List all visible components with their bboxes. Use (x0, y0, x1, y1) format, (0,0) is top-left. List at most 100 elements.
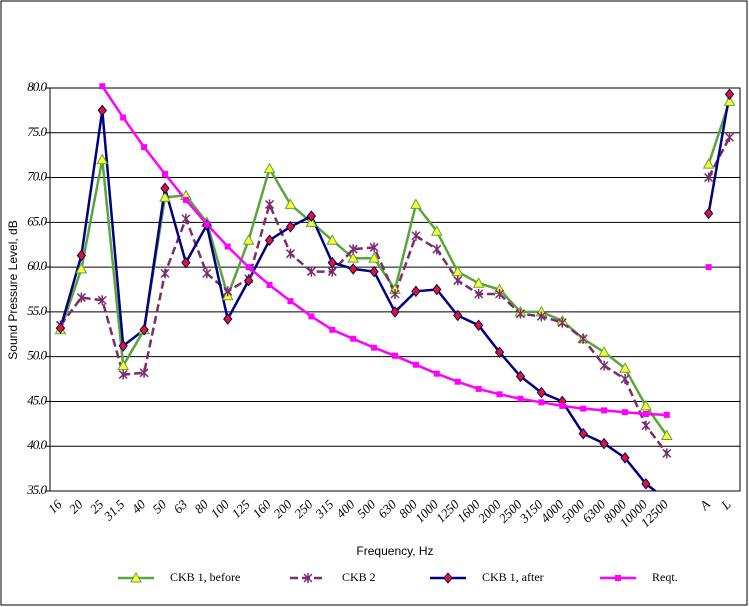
series-line (59, 94, 731, 491)
data-point (285, 221, 296, 233)
data-point (622, 409, 628, 416)
data-point (494, 346, 505, 358)
data-point (578, 427, 588, 440)
data-point (350, 335, 357, 342)
data-point (724, 88, 735, 101)
data-point (640, 399, 652, 411)
data-point (641, 478, 651, 490)
data-point (412, 361, 419, 368)
data-point (139, 323, 149, 336)
legend-marker (303, 573, 313, 583)
legend-label: CKB 1, after (482, 570, 544, 584)
data-point (702, 158, 715, 169)
series-layer (54, 83, 736, 491)
data-point (306, 266, 316, 277)
legend-marker (443, 572, 453, 584)
x-tick-label: 31.5 (100, 496, 128, 524)
data-point (515, 370, 526, 383)
data-point (76, 249, 87, 262)
data-point (454, 378, 461, 385)
data-point (97, 295, 107, 306)
data-point (620, 452, 630, 464)
data-point (264, 234, 275, 247)
data-point (265, 199, 275, 210)
data-point (181, 256, 191, 269)
data-point (536, 386, 547, 399)
data-point (203, 221, 210, 228)
data-point (620, 374, 630, 385)
data-point (704, 172, 714, 183)
data-point (641, 420, 651, 431)
x-tick-label: 50 (149, 496, 169, 516)
data-point (410, 198, 422, 209)
y-tick-label: 70.0 (27, 169, 47, 184)
data-point (223, 286, 233, 297)
data-point (263, 162, 276, 174)
x-tick-label: 400 (333, 496, 358, 521)
data-point (326, 234, 339, 245)
data-point (496, 391, 503, 398)
x-tick-label: 63 (170, 496, 190, 516)
data-point (327, 256, 337, 269)
data-point (559, 402, 566, 409)
data-point (245, 264, 252, 271)
legend-label: CKB 1, before (170, 570, 240, 584)
x-tick-label: 40 (129, 496, 149, 516)
data-point (619, 362, 631, 373)
legend-label: CKB 2 (342, 570, 376, 584)
x-tick-label: 315 (311, 496, 336, 521)
data-point (599, 437, 609, 450)
data-point (662, 448, 672, 459)
data-point (75, 262, 88, 274)
data-point (578, 333, 588, 344)
data-point (433, 370, 440, 377)
data-point (139, 367, 149, 378)
data-point (411, 285, 421, 298)
data-point (473, 319, 484, 332)
legend-marker (130, 571, 142, 583)
x-tick-label: 16 (45, 496, 65, 516)
data-point (557, 317, 567, 328)
data-point (202, 268, 212, 279)
data-point (160, 268, 170, 279)
x-tick-label: 80 (191, 496, 211, 516)
data-point (725, 132, 735, 143)
data-point (475, 385, 482, 392)
data-point (538, 399, 545, 406)
data-point (348, 263, 358, 275)
data-point (411, 230, 421, 241)
x-tick-label: 250 (291, 496, 316, 521)
x-axis-title: Frequency, Hz (356, 544, 433, 558)
data-point (162, 170, 168, 177)
data-point (368, 252, 380, 263)
data-point (159, 191, 171, 202)
data-point (242, 234, 255, 245)
data-point (392, 352, 398, 359)
data-point (348, 244, 358, 255)
x-tick-label: 160 (249, 496, 274, 521)
data-point (453, 309, 463, 322)
data-point (663, 411, 670, 418)
x-tick-label: L (717, 497, 733, 513)
data-point (118, 340, 128, 352)
data-point (432, 244, 442, 255)
data-point (347, 252, 360, 263)
data-point (580, 405, 587, 412)
data-point (243, 274, 254, 287)
data-point (660, 429, 673, 440)
data-point (97, 104, 107, 117)
y-tick-label: 65.0 (27, 213, 47, 228)
data-point (705, 264, 712, 271)
x-tick-label: A (696, 497, 713, 514)
x-tick-label: 100 (208, 496, 233, 521)
x-tick-label: 20 (66, 496, 86, 516)
data-point (329, 326, 336, 333)
y-tick-label: 45.0 (27, 392, 47, 407)
data-point (181, 213, 191, 224)
data-point (369, 242, 379, 253)
data-point (453, 275, 463, 286)
x-tick-label: 500 (354, 496, 379, 521)
data-point (118, 369, 128, 380)
data-point (266, 282, 273, 289)
